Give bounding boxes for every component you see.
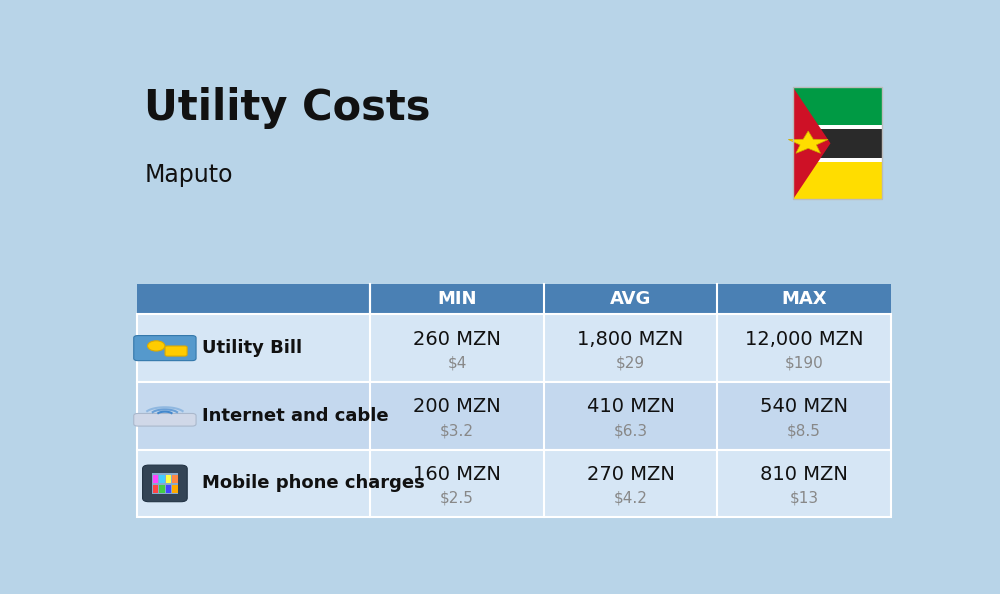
Text: $4.2: $4.2 bbox=[614, 491, 647, 505]
FancyBboxPatch shape bbox=[143, 465, 187, 502]
Text: Mobile phone charges: Mobile phone charges bbox=[202, 475, 425, 492]
Text: 200 MZN: 200 MZN bbox=[413, 397, 501, 416]
FancyBboxPatch shape bbox=[793, 87, 882, 125]
FancyBboxPatch shape bbox=[165, 346, 187, 356]
Text: MAX: MAX bbox=[781, 290, 827, 308]
FancyBboxPatch shape bbox=[152, 473, 178, 494]
FancyBboxPatch shape bbox=[159, 485, 165, 493]
FancyBboxPatch shape bbox=[172, 475, 178, 484]
Text: 540 MZN: 540 MZN bbox=[760, 397, 848, 416]
FancyBboxPatch shape bbox=[793, 162, 882, 200]
Text: 160 MZN: 160 MZN bbox=[413, 465, 501, 484]
FancyBboxPatch shape bbox=[137, 284, 891, 314]
FancyBboxPatch shape bbox=[153, 475, 158, 484]
Text: 12,000 MZN: 12,000 MZN bbox=[745, 330, 863, 349]
Polygon shape bbox=[793, 87, 830, 200]
Text: $6.3: $6.3 bbox=[613, 423, 648, 438]
Text: $8.5: $8.5 bbox=[787, 423, 821, 438]
Text: $2.5: $2.5 bbox=[440, 491, 474, 505]
Polygon shape bbox=[788, 131, 828, 153]
FancyBboxPatch shape bbox=[153, 485, 158, 493]
FancyBboxPatch shape bbox=[166, 485, 171, 493]
FancyBboxPatch shape bbox=[793, 157, 882, 162]
Text: 410 MZN: 410 MZN bbox=[587, 397, 674, 416]
Text: Internet and cable: Internet and cable bbox=[202, 407, 389, 425]
FancyBboxPatch shape bbox=[137, 382, 891, 450]
Text: 260 MZN: 260 MZN bbox=[413, 330, 501, 349]
FancyBboxPatch shape bbox=[166, 475, 171, 484]
Text: 810 MZN: 810 MZN bbox=[760, 465, 848, 484]
Text: $4: $4 bbox=[447, 355, 467, 371]
Text: $13: $13 bbox=[789, 491, 819, 505]
FancyBboxPatch shape bbox=[159, 475, 165, 484]
Text: AVG: AVG bbox=[610, 290, 651, 308]
FancyBboxPatch shape bbox=[137, 450, 891, 517]
Text: Utility Bill: Utility Bill bbox=[202, 339, 303, 357]
FancyBboxPatch shape bbox=[793, 125, 882, 162]
FancyBboxPatch shape bbox=[172, 485, 178, 493]
Text: $190: $190 bbox=[785, 355, 823, 371]
Text: 270 MZN: 270 MZN bbox=[587, 465, 674, 484]
Text: 1,800 MZN: 1,800 MZN bbox=[577, 330, 684, 349]
Text: Maputo: Maputo bbox=[144, 163, 233, 187]
Text: $29: $29 bbox=[616, 355, 645, 371]
Circle shape bbox=[148, 341, 165, 351]
Text: Utility Costs: Utility Costs bbox=[144, 87, 431, 129]
FancyBboxPatch shape bbox=[134, 336, 196, 361]
FancyBboxPatch shape bbox=[134, 413, 196, 426]
FancyBboxPatch shape bbox=[137, 314, 891, 382]
Text: $3.2: $3.2 bbox=[440, 423, 474, 438]
Text: MIN: MIN bbox=[437, 290, 477, 308]
FancyBboxPatch shape bbox=[793, 125, 882, 129]
